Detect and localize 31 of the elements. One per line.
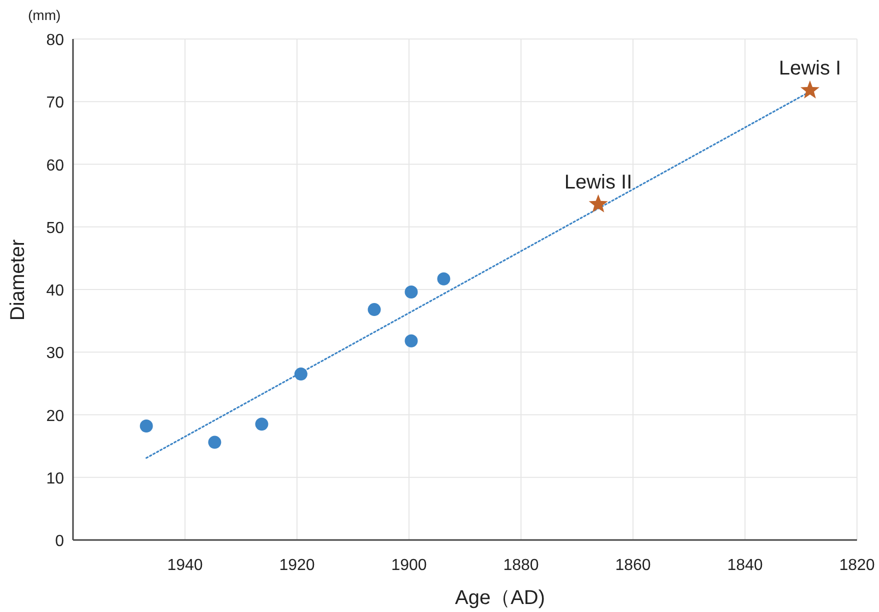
annotation: Lewis I <box>778 57 842 80</box>
point <box>255 418 268 431</box>
y-tick-label: 0 <box>55 533 64 550</box>
y-axis-title: Diameter <box>7 239 29 321</box>
point <box>800 80 820 98</box>
point <box>140 420 153 433</box>
x-tick-label: 1820 <box>839 557 875 574</box>
x-tick-label: 1940 <box>167 557 203 574</box>
x-tick-label: 1860 <box>615 557 651 574</box>
annotation: Lewis II <box>564 171 632 194</box>
point <box>588 194 608 212</box>
y-tick-label: 10 <box>46 470 64 488</box>
y-tick-label: 70 <box>46 94 64 112</box>
x-tick-label: 1920 <box>279 557 315 574</box>
point <box>437 272 450 286</box>
y-tick-label: 60 <box>46 157 64 174</box>
x-tick-label: 1900 <box>391 557 427 574</box>
point <box>404 286 418 299</box>
point <box>368 303 381 316</box>
x-tick-label: 1880 <box>503 557 539 574</box>
y-tick-label: 40 <box>46 282 64 300</box>
y-tick-label: 80 <box>46 32 64 49</box>
point <box>294 368 308 381</box>
y-tick-label: 20 <box>46 408 64 425</box>
text: (mm) <box>28 7 61 23</box>
point <box>404 334 418 348</box>
point <box>208 436 222 449</box>
x-axis-title: Age（AD) <box>454 587 546 609</box>
y-tick-label: 50 <box>46 220 64 237</box>
x-tick-label: 1840 <box>727 557 763 574</box>
y-tick-label: 30 <box>46 345 64 362</box>
